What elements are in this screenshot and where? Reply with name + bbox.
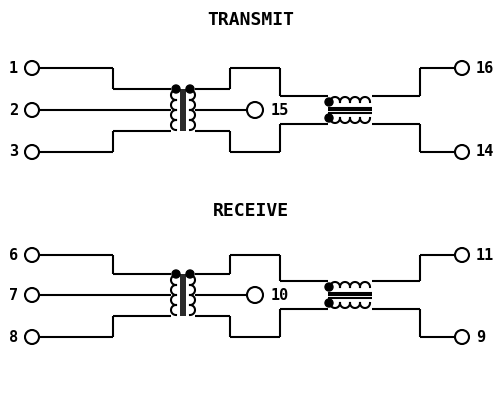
Text: 9: 9 <box>475 329 484 344</box>
Circle shape <box>324 283 332 291</box>
Text: 15: 15 <box>271 102 289 117</box>
Text: 3: 3 <box>9 145 18 160</box>
Text: 6: 6 <box>9 247 18 262</box>
Circle shape <box>324 114 332 122</box>
Text: RECEIVE: RECEIVE <box>212 202 289 220</box>
Text: 8: 8 <box>9 329 18 344</box>
Text: 2: 2 <box>9 102 18 117</box>
Text: TRANSMIT: TRANSMIT <box>207 11 294 29</box>
Circle shape <box>186 270 193 278</box>
Text: 10: 10 <box>271 288 289 303</box>
Circle shape <box>172 85 180 93</box>
Text: 1: 1 <box>9 61 18 76</box>
Text: 11: 11 <box>475 247 493 262</box>
Circle shape <box>324 299 332 307</box>
Circle shape <box>186 85 193 93</box>
Circle shape <box>172 270 180 278</box>
Circle shape <box>324 98 332 106</box>
Text: 7: 7 <box>9 288 18 303</box>
Text: 14: 14 <box>475 145 493 160</box>
Text: 16: 16 <box>475 61 493 76</box>
